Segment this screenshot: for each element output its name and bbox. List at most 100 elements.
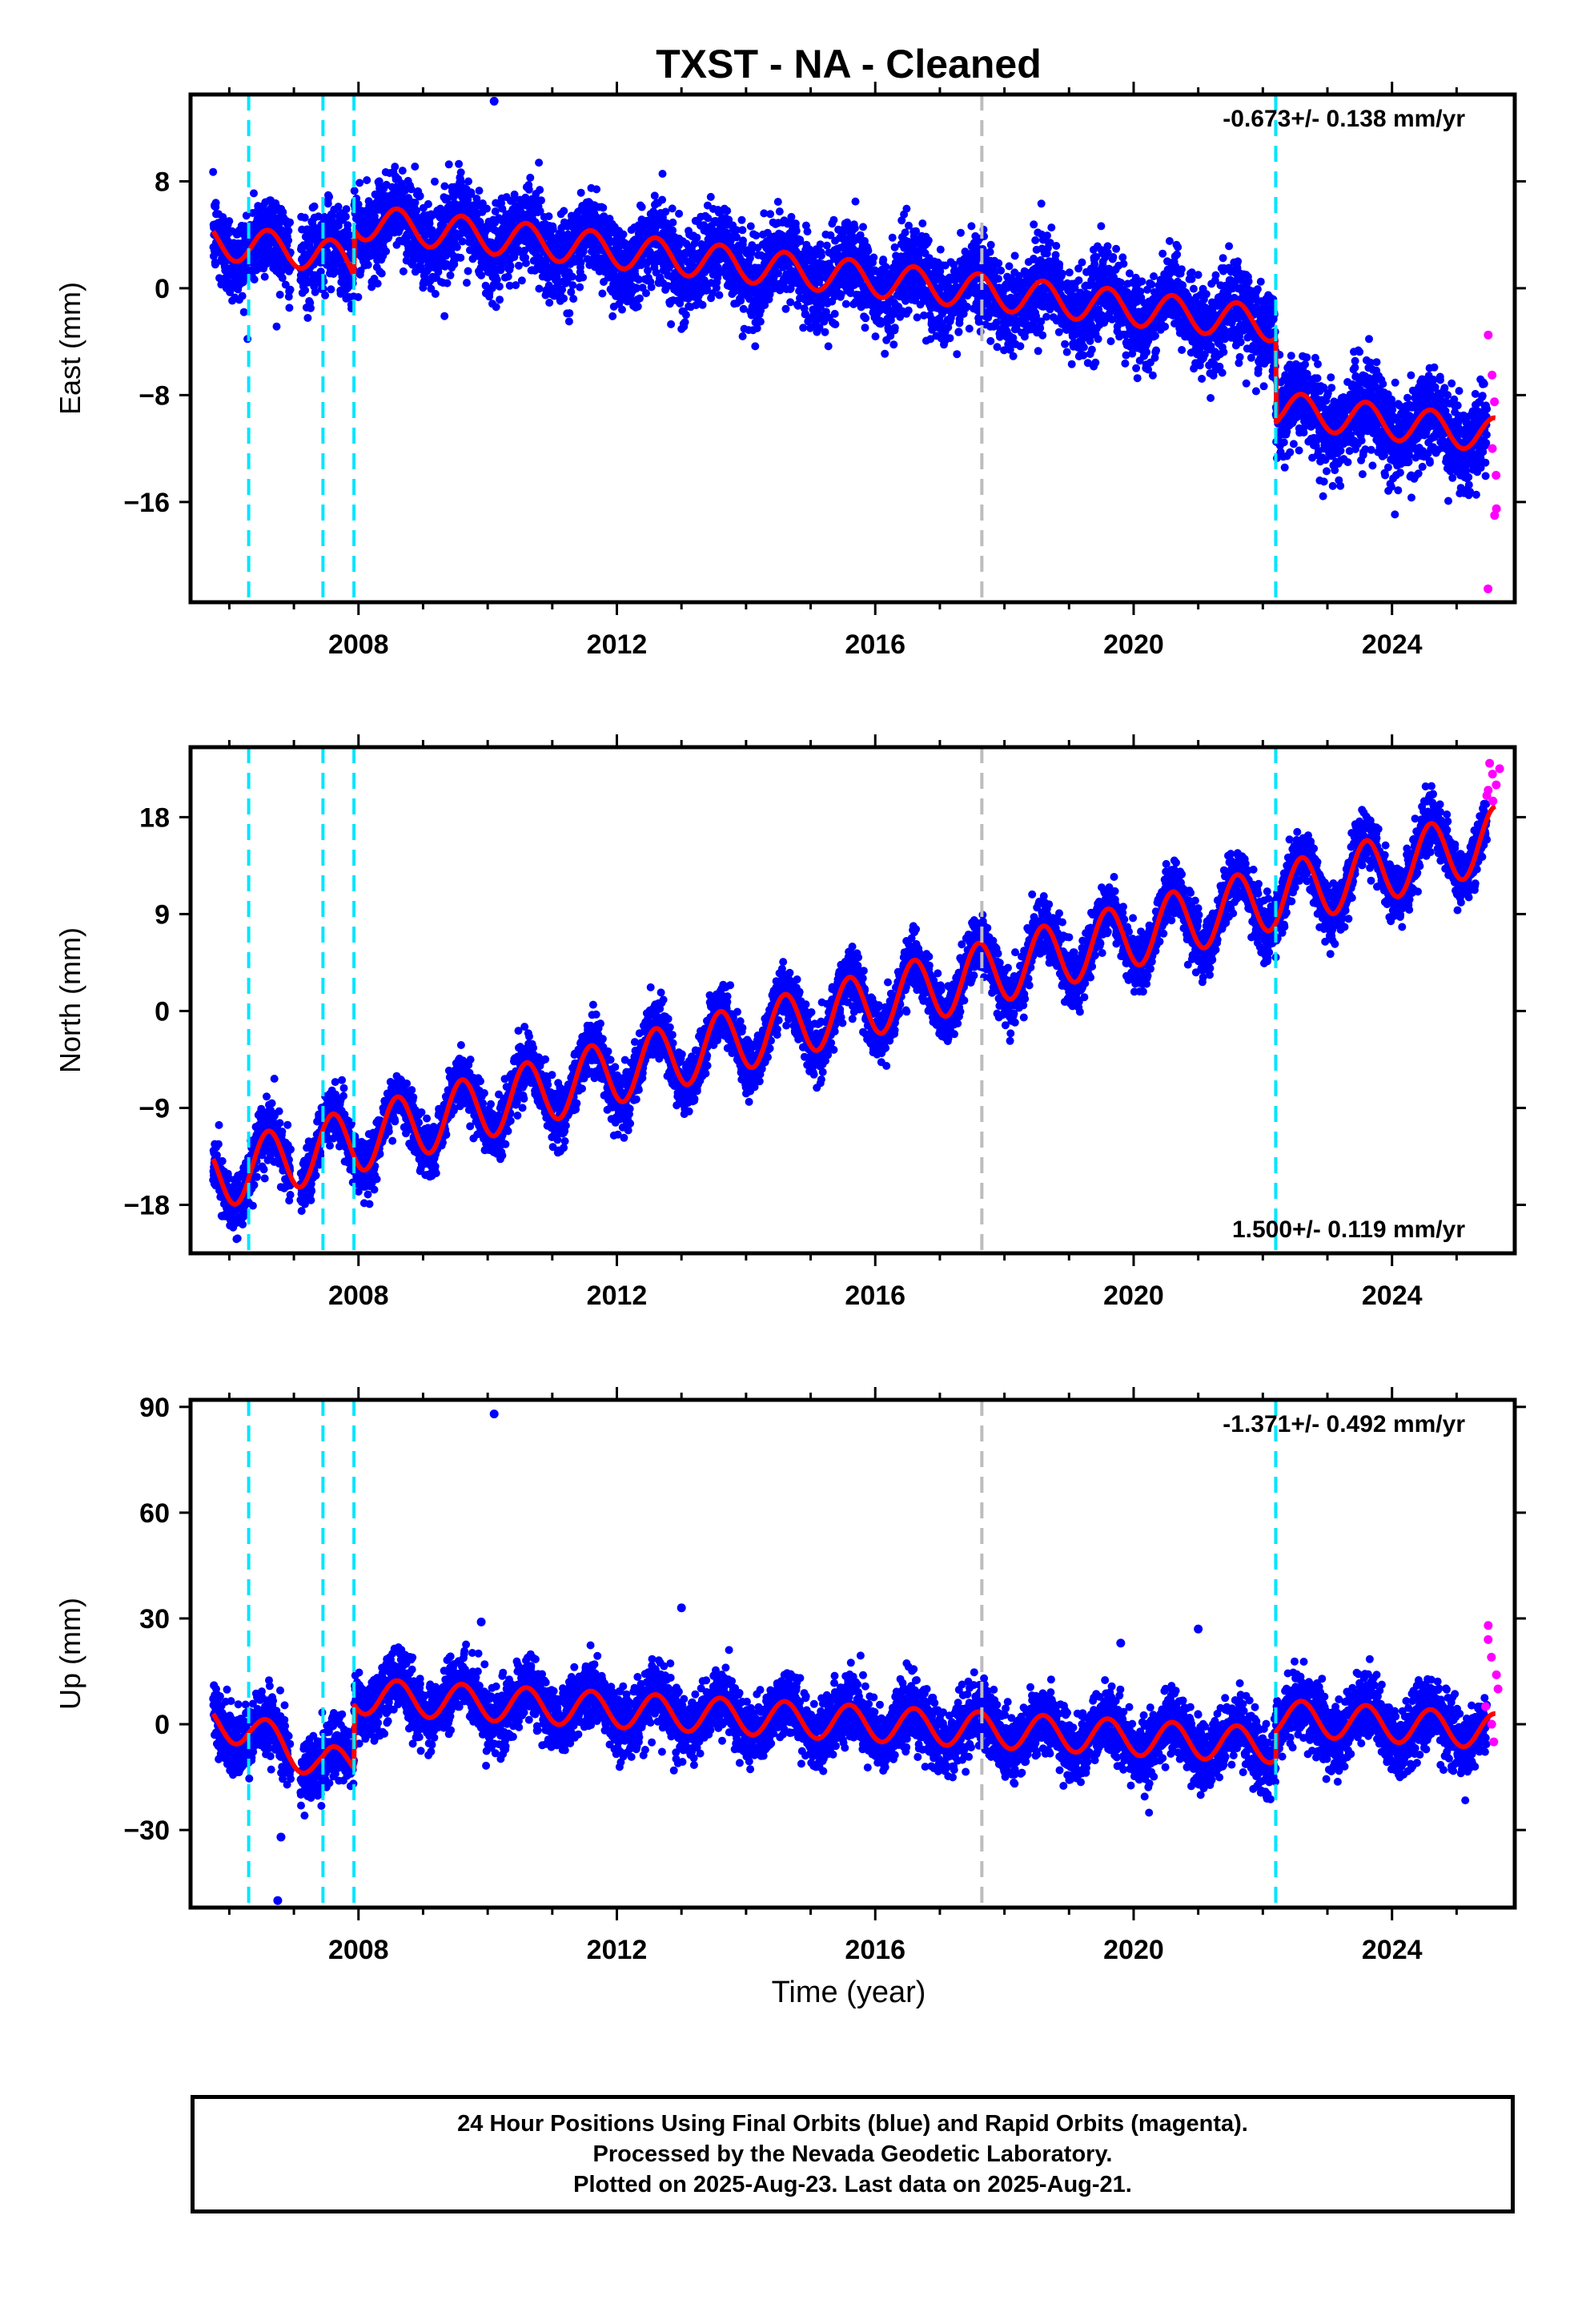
final-orbit-point (311, 287, 319, 296)
final-orbit-point (363, 176, 371, 184)
final-orbit-point (1061, 340, 1070, 348)
final-orbit-point (515, 261, 523, 270)
final-orbit-point (871, 332, 880, 341)
final-orbit-point (323, 199, 332, 208)
final-orbit-point (350, 187, 359, 195)
final-orbit-point (668, 204, 677, 213)
final-orbit-point (443, 279, 452, 287)
final-orbit-point (506, 262, 515, 271)
final-orbit-point (738, 332, 747, 340)
final-orbit-point (522, 259, 530, 267)
final-orbit-point (1062, 348, 1071, 356)
final-orbit-point (739, 236, 747, 245)
final-orbit-point (737, 215, 746, 224)
final-orbit-point (636, 294, 644, 303)
final-orbit-point (345, 231, 354, 239)
plot-area-east (209, 96, 1501, 593)
final-orbit-point (343, 221, 352, 230)
final-orbit-point (416, 191, 424, 200)
final-orbit-point (799, 324, 808, 332)
final-orbit-point (786, 298, 795, 307)
final-orbit-point (924, 236, 933, 245)
final-orbit-point (1031, 236, 1040, 244)
final-orbit-point (565, 309, 574, 318)
final-orbit-point (576, 188, 585, 197)
final-orbit-point (746, 222, 755, 231)
final-orbit-point (579, 273, 588, 282)
final-orbit-point (1055, 260, 1064, 268)
final-orbit-point (458, 237, 467, 246)
final-orbit-point (464, 267, 472, 275)
final-orbit-point (803, 227, 812, 236)
final-orbit-point (766, 210, 775, 219)
final-orbit-point (681, 318, 689, 327)
final-orbit-point (967, 222, 976, 231)
final-orbit-point (483, 204, 491, 213)
final-orbit-point (1038, 331, 1047, 340)
final-orbit-point (260, 272, 269, 281)
final-orbit-point (715, 291, 724, 300)
final-orbit-point (211, 260, 219, 269)
final-orbit-point (1042, 312, 1051, 321)
final-orbit-point (307, 304, 315, 312)
final-orbit-point (303, 314, 312, 322)
final-orbit-point (667, 320, 676, 328)
final-orbit-point (382, 247, 391, 255)
final-orbit-point (1079, 343, 1088, 352)
final-orbit-point (475, 187, 484, 195)
final-orbit-point (879, 255, 888, 264)
final-orbit-point (781, 304, 790, 313)
final-orbit-point (284, 236, 293, 245)
final-orbit-point (373, 279, 382, 288)
final-orbit-point (1016, 342, 1025, 351)
final-orbit-point (993, 343, 1002, 352)
final-orbit-point (275, 291, 284, 299)
final-orbit-point (495, 282, 504, 291)
final-orbit-point (560, 207, 568, 215)
final-orbit-point (314, 212, 323, 221)
final-orbit-point (1043, 231, 1051, 240)
final-orbit-point (440, 182, 449, 191)
final-orbit-point (904, 306, 913, 315)
final-orbit-point (544, 212, 553, 221)
final-orbit-point (354, 293, 363, 301)
final-orbit-point (238, 292, 247, 300)
final-orbit-point (658, 195, 667, 204)
final-orbit-point (747, 248, 756, 257)
final-orbit-point (946, 334, 954, 343)
final-orbit-point (286, 218, 295, 227)
final-orbit-point (463, 279, 471, 287)
final-orbits-series (209, 159, 1492, 519)
final-orbit-point (412, 206, 421, 215)
final-orbit-point (568, 281, 577, 290)
final-orbit-point (279, 207, 287, 216)
final-orbit-point (477, 271, 486, 279)
x-axis-title: Time (year) (772, 1976, 926, 2009)
final-orbit-point (669, 218, 677, 227)
final-orbit-point (618, 305, 626, 314)
final-orbit-point (642, 289, 650, 298)
final-orbit-point (537, 196, 545, 205)
final-orbit-point (416, 263, 425, 271)
final-orbit-point (861, 314, 870, 323)
final-orbit-point (354, 200, 363, 209)
final-orbit-point (320, 212, 329, 221)
final-orbit-point (598, 289, 607, 298)
final-orbit-point (285, 304, 294, 312)
final-orbit-point (619, 230, 628, 239)
final-orbit-point (869, 253, 878, 262)
final-orbit-point (431, 290, 440, 298)
final-orbit-point (1094, 335, 1102, 344)
final-orbit-point (377, 269, 386, 278)
final-orbit-point (342, 205, 351, 214)
final-orbit-point (918, 219, 927, 227)
final-orbit-point (270, 213, 278, 222)
final-orbit-point (773, 198, 782, 206)
final-orbit-point (250, 189, 258, 198)
final-orbit-point (859, 223, 867, 231)
final-orbit-point (821, 328, 829, 336)
final-orbit-point (775, 207, 784, 216)
final-orbit-point (831, 320, 840, 328)
final-orbit-point (723, 207, 732, 215)
final-orbit-point (599, 203, 608, 212)
